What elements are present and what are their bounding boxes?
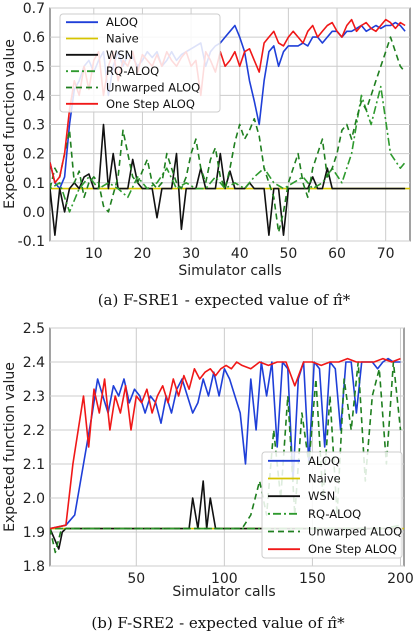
chart-a-ytick-label: 0.7	[23, 1, 45, 17]
chart-b-legend-label: One Step ALOQ	[308, 542, 397, 556]
chart-b-y-ticks: 1.8 1.9 2.0 2.1 2.2 2.3 2.4 2.5	[23, 321, 45, 575]
chart-b: 1.8 1.9 2.0 2.1 2.2 2.3 2.4 2.5 50 100 150 200 ALO…	[2, 321, 414, 632]
chart-a-xlabel: Simulator calls	[178, 263, 281, 279]
chart-a-xtick-label: 30	[182, 246, 200, 262]
chart-a-legend-label: ALOQ	[106, 15, 138, 29]
chart-b-legend-label: Naive	[308, 472, 341, 486]
chart-b-legend-label: ALOQ	[308, 454, 340, 468]
chart-a-ytick-label: 0.5	[23, 59, 45, 75]
chart-a-xtick-label: 50	[279, 246, 297, 262]
chart-b-xtick-label: 50	[127, 571, 145, 587]
chart-b-x-ticks: 50 100 150 200	[127, 571, 413, 587]
chart-b-ytick-label: 2.5	[23, 321, 45, 337]
chart-a-legend-label: One Step ALOQ	[106, 97, 195, 111]
chart-b-xtick-label: 150	[299, 571, 326, 587]
chart-a-xtick-label: 20	[134, 246, 152, 262]
chart-b-ytick-label: 2.2	[23, 423, 45, 439]
chart-a-series-unwarped-aloq	[50, 36, 406, 234]
chart-a-ytick-label: 0.4	[23, 88, 45, 104]
chart-a-series-rq-aloq	[50, 85, 406, 213]
chart-b-legend: ALOQ Naive WSN RQ-ALOQ Unwarped ALOQ One Step…	[261, 451, 403, 559]
chart-a-legend: ALOQ Naive WSN RQ-ALOQ Unwarped ALOQ One Step…	[59, 13, 221, 113]
chart-b-ytick-label: 2.4	[23, 355, 45, 371]
chart-b-ytick-label: 1.8	[23, 559, 45, 575]
chart-a: -0.1 0.0 0.1 0.2 0.3 0.4 0.5 0.6 0.7 10 20 30 40 50 6…	[2, 1, 411, 309]
chart-a-ytick-label: -0.1	[18, 234, 45, 250]
chart-b-ylabel: Expected function value	[2, 362, 18, 532]
chart-a-xtick-label: 60	[328, 246, 346, 262]
chart-a-series-wsn	[50, 123, 406, 236]
chart-b-xlabel: Simulator calls	[172, 584, 275, 600]
chart-a-ytick-label: 0.6	[23, 30, 45, 46]
chart-b-ytick-label: 1.9	[23, 525, 45, 541]
chart-a-legend-label: WSN	[106, 48, 133, 62]
chart-b-series-one-step-aloq	[50, 357, 401, 530]
chart-b-xtick-label: 200	[387, 571, 414, 587]
chart-a-legend-label: RQ-ALOQ	[106, 64, 159, 78]
chart-a-xtick-label: 40	[231, 246, 249, 262]
chart-b-legend-label: RQ-ALOQ	[308, 507, 361, 521]
chart-b-legend-label: Unwarped ALOQ	[308, 525, 402, 539]
chart-b-ytick-label: 2.0	[23, 491, 45, 507]
chart-a-ytick-label: 0.3	[23, 118, 45, 134]
chart-a-legend-box	[59, 13, 221, 113]
chart-a-y-ticks: -0.1 0.0 0.1 0.2 0.3 0.4 0.5 0.6 0.7	[18, 1, 45, 250]
chart-a-ytick-label: 0.2	[23, 147, 45, 163]
chart-a-legend-label: Naive	[106, 32, 139, 46]
chart-a-ylabel: Expected function value	[2, 39, 18, 209]
chart-a-x-ticks: 10 20 30 40 50 60 70	[85, 246, 395, 262]
chart-b-xtick-label: 100	[211, 571, 238, 587]
chart-a-ytick-label: 0.1	[23, 176, 45, 192]
chart-a-legend-label: Unwarped ALOQ	[106, 81, 200, 95]
chart-a-ytick-label: 0.0	[23, 205, 45, 221]
chart-b-caption: (b) F-SRE2 - expected value of π̂*	[91, 614, 345, 632]
chart-b-ytick-label: 2.1	[23, 457, 45, 473]
chart-a-caption: (a) F-SRE1 - expected value of π̂*	[98, 291, 351, 309]
chart-b-legend-label: WSN	[308, 489, 335, 503]
chart-a-xtick-label: 70	[377, 246, 395, 262]
chart-b-ytick-label: 2.3	[23, 389, 45, 405]
chart-a-xtick-label: 10	[85, 246, 103, 262]
